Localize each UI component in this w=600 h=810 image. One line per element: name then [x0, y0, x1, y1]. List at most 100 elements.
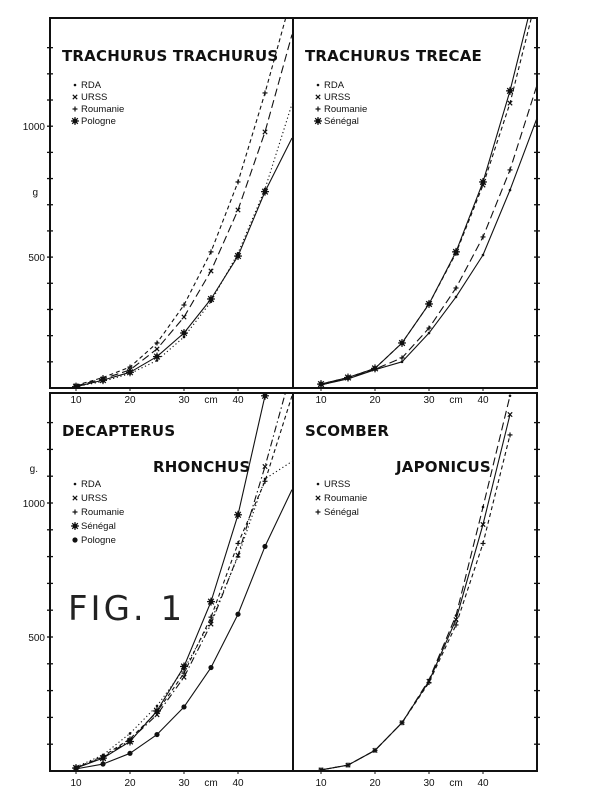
data-point-x: [235, 552, 241, 558]
data-point-star: [153, 352, 161, 361]
series-line-roumanie: [75, 395, 293, 769]
data-point-dot-large: [73, 766, 79, 771]
panel-1: 10 20 30 40 cm 500 1000 g TRACHURUS TRACHURUS RDA…: [23, 17, 294, 406]
figure-label: FIG. 1: [68, 589, 185, 629]
plot-frame: [292, 17, 538, 389]
legend-marker-x: [315, 495, 321, 501]
data-point-dot-large: [235, 611, 241, 617]
series-line-urss: [75, 393, 286, 769]
data-point-dot-large: [100, 761, 106, 767]
series-line-roumanie: [320, 84, 537, 386]
y-tick-label: 1000: [23, 499, 46, 510]
data-point-star: [425, 299, 433, 308]
data-point-x: [154, 346, 160, 352]
legend-marker-star: [314, 117, 322, 125]
data-point-star: [207, 597, 215, 606]
x-axis-label: cm: [204, 778, 217, 789]
legend-label: Sénégal: [324, 507, 359, 518]
data-point-plus: [372, 747, 378, 753]
legend-label: RDA: [81, 80, 102, 91]
data-point-x: [507, 411, 513, 418]
x-tick-label: 30: [423, 395, 435, 406]
data-point-x: [262, 463, 268, 470]
data-point-dot: [155, 704, 159, 708]
panel-title-line2: RHONCHUS: [153, 458, 251, 476]
legend-label: URSS: [324, 479, 350, 490]
series-line-rda: [320, 117, 537, 386]
panel-title: TRACHURUS TRACHURUS: [62, 47, 278, 65]
legend-marker-dot: [73, 482, 77, 486]
panel-3: 10 20 30 40 cm 500 1000 g. DECAPTERUS RHONCHUS RDA…: [23, 392, 294, 789]
data-point-star: [126, 737, 134, 746]
legend-marker-x: [72, 495, 78, 501]
data-point-x: [235, 207, 241, 213]
data-point-star: [207, 294, 215, 303]
legend-marker-dot: [316, 482, 320, 486]
x-tick-label: 20: [124, 778, 136, 789]
legend-marker-dot: [73, 83, 77, 87]
legend-label: RDA: [81, 479, 102, 490]
data-point-star: [479, 177, 487, 186]
x-tick-label: 30: [178, 778, 190, 789]
x-tick-label: 30: [178, 395, 190, 406]
data-point-star: [452, 247, 460, 256]
data-point-plus: [181, 302, 187, 308]
data-point-plus: [235, 179, 241, 185]
data-point-star: [99, 376, 107, 385]
data-point-star: [344, 373, 352, 382]
legend-label: RDA: [324, 80, 345, 91]
legend-marker-star: [71, 522, 79, 530]
panel-4: 10 20 30 40 cm SCOMBER JAPONICUS URSS Roumanie Sé…: [292, 392, 540, 789]
panel-title-line2: JAPONICUS: [395, 458, 491, 476]
data-point-dot: [128, 732, 132, 735]
data-point-plus: [345, 762, 351, 768]
data-point-plus: [399, 355, 405, 361]
data-point-plus: [426, 680, 432, 686]
data-point-plus: [318, 767, 324, 771]
y-tick-label: 1000: [23, 122, 46, 133]
data-point-star: [234, 510, 242, 519]
data-point-plus: [426, 325, 432, 331]
data-point-plus: [480, 234, 486, 240]
data-point-star: [72, 382, 80, 388]
x-tick-label: 20: [124, 395, 136, 406]
data-point-star: [261, 187, 269, 196]
series-line-sngal: [75, 395, 266, 769]
legend-marker-dot: [316, 83, 320, 87]
series-line-sngal: [320, 434, 511, 771]
data-point-star: [99, 754, 107, 763]
data-point-x: [208, 621, 214, 627]
data-point-dot: [481, 505, 485, 509]
data-point-plus: [507, 167, 513, 173]
data-point-x: [480, 521, 486, 528]
legend-label: Pologne: [81, 535, 116, 546]
x-tick-label: 10: [70, 778, 82, 789]
series-group: [72, 393, 293, 771]
legend-marker-plus: [72, 106, 78, 112]
data-point-star: [371, 364, 379, 373]
data-point-plus: [453, 622, 459, 628]
legend-label: Sénégal: [81, 521, 116, 532]
x-tick-label: 10: [315, 395, 327, 406]
x-tick-label: 20: [369, 778, 381, 789]
data-point-x: [262, 129, 268, 135]
data-point-star: [261, 393, 269, 400]
data-point-plus: [181, 670, 187, 676]
series-group: [317, 18, 537, 388]
legend-marker-x: [72, 94, 78, 100]
y-axis-label: g.: [30, 464, 38, 475]
x-axis-label: cm: [449, 395, 462, 406]
legend-marker-dot-large: [72, 537, 78, 543]
legend-label: URSS: [81, 92, 107, 103]
data-point-plus: [154, 340, 160, 346]
legend-label: Sénégal: [324, 116, 359, 127]
x-tick-label: 30: [423, 778, 435, 789]
data-point-star: [506, 86, 514, 95]
y-tick-label: 500: [28, 253, 45, 264]
data-point-plus: [480, 540, 486, 546]
legend-label: Roumanie: [324, 493, 367, 504]
legend-marker-plus: [315, 106, 321, 112]
series-line-pologne: [75, 137, 293, 388]
legend-marker-star: [71, 117, 79, 125]
